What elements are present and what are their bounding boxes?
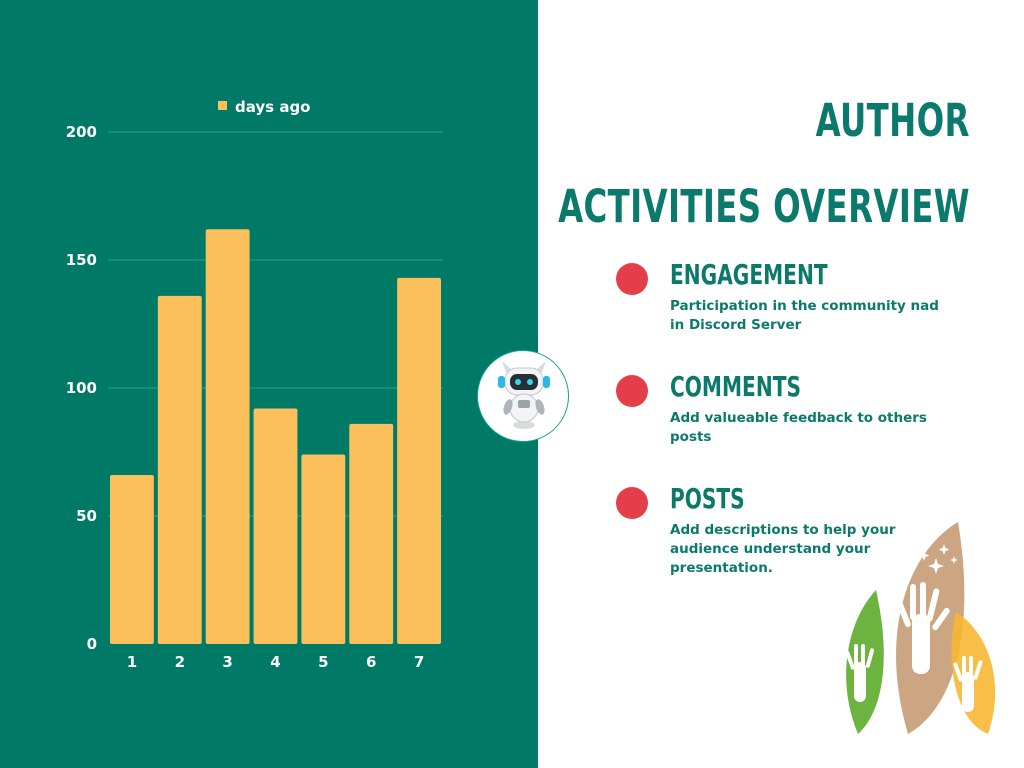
activity-title: COMMENTS [670,370,801,403]
red-dot-icon [616,263,648,295]
x-tick-label: 4 [270,653,280,671]
x-tick-label: 5 [318,653,328,671]
y-tick-label: 200 [66,123,97,141]
activity-title: POSTS [670,482,745,515]
bar-7 [397,277,441,644]
activity-description: Participation in the community nad in Di… [670,298,939,333]
y-tick-label: 50 [76,507,97,525]
x-tick-label: 7 [414,653,424,671]
activity-description: Add descriptions to help your audience u… [670,522,896,576]
x-tick-label: 3 [222,653,232,671]
page-title: AUTHOR ACTIVITIES OVERVIEW [558,78,970,250]
robot-icon [477,350,569,442]
x-tick-label: 6 [366,653,376,671]
x-tick-label: 1 [127,653,137,671]
bar-chart: 0 50 100 150 200 1 2 3 4 5 6 7 days ago [66,98,443,671]
bar-6 [349,423,394,644]
bar-2 [157,295,202,644]
bars-layer [110,229,441,644]
y-tick-label: 150 [66,251,97,269]
y-axis-ticks: 0 50 100 150 200 [66,123,97,653]
x-tick-label: 2 [175,653,185,671]
bar-3 [205,229,250,644]
bar-1 [110,475,154,644]
activity-description: Add valueable feedback to others posts [670,410,927,445]
y-tick-label: 100 [66,379,97,397]
red-dot-icon [616,487,648,519]
x-axis-ticks: 1 2 3 4 5 6 7 [127,653,425,671]
bar-4 [253,408,298,644]
raised-hands-icon [845,522,996,734]
title-line-1: AUTHOR [815,94,970,147]
title-line-2: ACTIVITIES OVERVIEW [558,180,970,233]
y-tick-label: 0 [87,635,97,653]
legend-swatch [218,101,227,110]
legend-label: days ago [235,98,311,116]
bar-5 [301,454,346,644]
red-dot-icon [616,375,648,407]
chart-legend: days ago [218,98,311,116]
activity-title: ENGAGEMENT [670,258,828,291]
